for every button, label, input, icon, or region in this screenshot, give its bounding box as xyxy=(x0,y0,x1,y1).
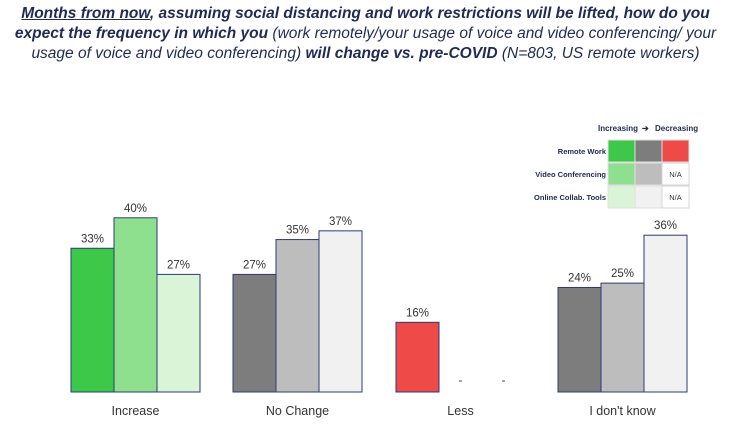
legend-swatch xyxy=(634,185,663,209)
bar-no-change-0 xyxy=(232,273,277,393)
legend-swatch-na xyxy=(661,162,690,186)
data-label: 33% xyxy=(81,233,104,245)
data-label: 36% xyxy=(654,220,677,232)
missing-value-label: - xyxy=(502,375,506,387)
bar-no-change-2 xyxy=(318,230,363,393)
title-bold-part: , assuming social distancing and work re… xyxy=(14,5,710,42)
legend-header-increasing: Increasing xyxy=(598,124,638,133)
category-label: No Change xyxy=(266,404,329,418)
title-underlined-part: Months from now xyxy=(21,5,150,22)
bar-i-don-t-know-1 xyxy=(600,282,645,393)
missing-value-label: - xyxy=(459,375,463,387)
category-label: Increase xyxy=(112,404,160,418)
legend-header-decreasing: Decreasing xyxy=(655,124,698,133)
bar-i-don-t-know-0 xyxy=(557,286,602,393)
title-sample-note: (N=803, US remote workers) xyxy=(497,45,700,62)
chart-title: Months from now, assuming social distanc… xyxy=(0,4,731,64)
legend-na-text: N/A xyxy=(669,193,682,202)
bar-increase-0 xyxy=(70,247,115,393)
legend-swatch xyxy=(607,185,636,209)
bar-i-don-t-know-2 xyxy=(643,234,688,393)
legend-swatch-na xyxy=(661,185,690,209)
data-label: 35% xyxy=(286,225,309,237)
legend-swatch xyxy=(634,162,663,186)
bar-increase-1 xyxy=(113,217,158,393)
legend-swatch xyxy=(607,162,636,186)
arrow-right-icon: ➔ xyxy=(642,124,649,133)
data-label: 40% xyxy=(124,203,147,215)
legend-na-text: N/A xyxy=(669,170,682,179)
bar-no-change-1 xyxy=(275,239,320,393)
title-bold-part-2: will change vs. pre-COVID xyxy=(301,45,498,62)
title-normal-part: (work remotely/your usage of voice and v… xyxy=(31,25,717,62)
legend-swatch xyxy=(634,139,663,163)
data-label: 24% xyxy=(568,272,591,284)
category-label: I don't know xyxy=(589,404,656,418)
data-labels-group: 33% 40% 27% 27% 35% 37% 16% - - 24% 25% 36% xyxy=(81,203,677,387)
legend-row-label: Online Collab. Tools xyxy=(534,193,606,202)
legend-swatch xyxy=(661,139,690,163)
legend-row-label: Remote Work xyxy=(558,147,607,156)
legend: Increasing ➔ Decreasing Remote Work Video Co… xyxy=(534,124,698,209)
bars-group xyxy=(70,217,688,393)
data-label: 25% xyxy=(611,268,634,280)
data-label: 27% xyxy=(243,259,266,271)
legend-row-label: Video Conferencing xyxy=(535,170,606,179)
data-label: 37% xyxy=(329,216,352,228)
bar-less-0 xyxy=(395,321,440,393)
data-label: 27% xyxy=(167,259,190,271)
category-labels-group: Increase No Change Less I don't know xyxy=(112,404,657,418)
category-label: Less xyxy=(447,404,473,418)
legend-swatch xyxy=(607,139,636,163)
bar-increase-2 xyxy=(156,273,201,393)
data-label: 16% xyxy=(406,307,429,319)
